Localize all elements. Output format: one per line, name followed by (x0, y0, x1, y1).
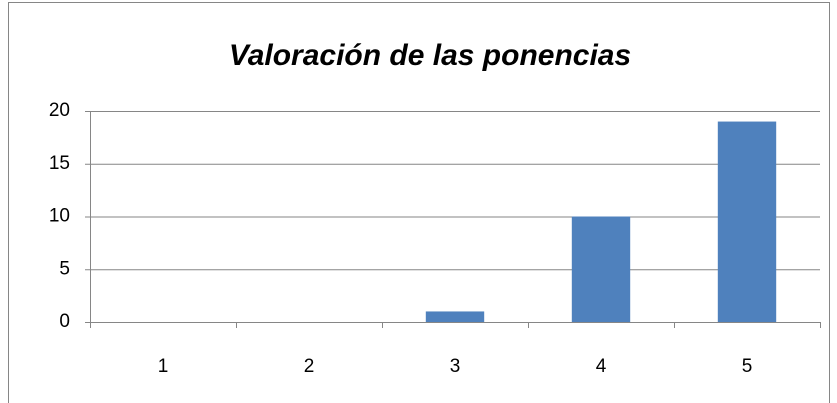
bar (425, 311, 485, 322)
chart-title: Valoración de las ponencias (229, 39, 631, 72)
bar (571, 216, 631, 322)
y-tick-label: 20 (49, 100, 70, 121)
x-tick-label: 2 (304, 356, 315, 377)
x-tick-label: 3 (450, 356, 461, 377)
x-tick-label: 1 (158, 356, 169, 377)
y-tick-label: 15 (49, 153, 70, 174)
x-tick-label: 5 (742, 356, 753, 377)
bar (717, 121, 777, 322)
y-tick-label: 5 (59, 258, 70, 279)
y-tick-label: 10 (49, 206, 70, 227)
x-tick-label: 4 (596, 356, 607, 377)
y-tick-label: 0 (59, 311, 70, 332)
chart-border (8, 2, 830, 403)
